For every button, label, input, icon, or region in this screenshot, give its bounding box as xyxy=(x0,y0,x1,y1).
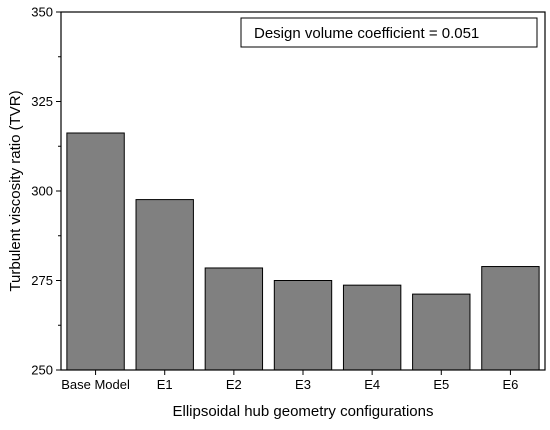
bar-e5 xyxy=(412,293,471,371)
x-axis-label: Ellipsoidal hub geometry configurations xyxy=(173,403,434,420)
x-tick-label: E2 xyxy=(226,377,242,392)
y-tick-label: 250 xyxy=(31,363,53,378)
annotation-frame xyxy=(240,17,538,48)
x-tick-label: E5 xyxy=(433,377,449,392)
y-tick-label: 325 xyxy=(31,94,53,109)
bar-base-model xyxy=(66,132,125,371)
annotation-box: Design volume coefficient = 0.051 xyxy=(240,17,538,48)
annotation-text: Design volume coefficient = 0.051 xyxy=(254,25,479,42)
bars-group xyxy=(66,132,540,371)
y-axis: 250 275 300 325 350 xyxy=(31,5,61,378)
bar-e1 xyxy=(135,199,194,371)
x-tick-label: E3 xyxy=(295,377,311,392)
bar-e4 xyxy=(342,284,402,371)
x-axis: Base Model E1 E2 E3 E4 E5 E6 xyxy=(61,370,518,392)
x-tick-label: E6 xyxy=(502,377,518,392)
y-tick-label: 300 xyxy=(31,184,53,199)
y-tick-label: 350 xyxy=(31,5,53,20)
y-axis-label: Turbulent viscosity ratio (TVR) xyxy=(7,90,24,291)
x-tick-label: Base Model xyxy=(61,377,130,392)
bar-e2 xyxy=(204,267,264,371)
x-tick-label: E4 xyxy=(364,377,380,392)
bar-e3 xyxy=(273,280,333,371)
x-tick-label: E1 xyxy=(157,377,173,392)
bar-e6 xyxy=(481,266,540,371)
y-tick-label: 275 xyxy=(31,273,53,288)
